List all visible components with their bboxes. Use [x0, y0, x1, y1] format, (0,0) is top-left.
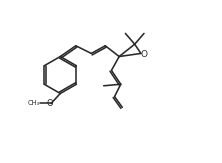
Text: O: O — [141, 50, 147, 59]
Text: CH₃: CH₃ — [27, 101, 39, 106]
Text: O: O — [47, 99, 54, 108]
